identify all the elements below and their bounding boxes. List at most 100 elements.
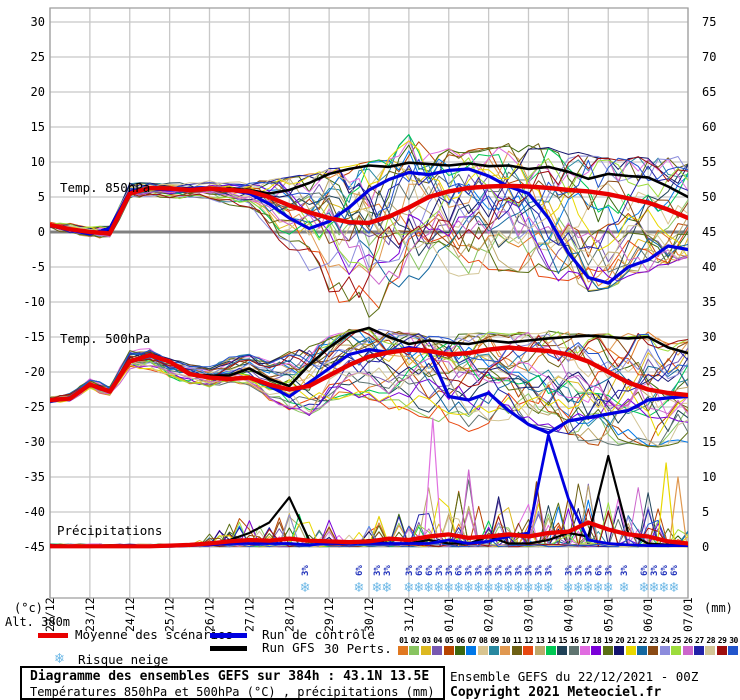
x-tick-label: 24/12 [123,597,137,632]
x-tick-label: 31/12 [402,597,416,632]
pert-number: 09 [490,636,499,645]
pert-color-swatch [728,646,739,655]
diagram-subtitle: Températures 850hPa et 500hPa (°C) , pré… [30,685,435,699]
precip-spike [423,417,443,546]
snowflake-icon: ❄ [404,578,413,596]
y-left-tick-label: -25 [23,400,45,414]
ensemble-member-line [50,147,688,249]
pert-color-swatch [489,646,500,655]
y-right-tick-label: 75 [702,15,716,29]
snow-risk-percent: 6% [425,565,435,576]
x-tick-label: 30/12 [362,597,376,632]
x-tick-label: 04/01 [561,597,575,632]
snow-risk-percent: 3% [604,565,614,576]
pert-color-swatch [568,646,579,655]
pert-slot: 19 [602,636,614,655]
y-right-tick-label: 70 [702,50,716,64]
snowflake-icon: ❄ [454,578,463,596]
pert-color-swatch [671,646,682,655]
snow-risk-percent: 6% [660,565,670,576]
snow-risk-percent: 3% [584,565,594,576]
x-tick-label: 01/01 [442,597,456,632]
snowflake-icon: ❄ [534,578,543,596]
x-tick-label: 23/12 [83,597,97,632]
y-right-tick-label: 15 [702,435,716,449]
pert-slot: 06 [454,636,466,655]
snow-risk-markers: ❄3%❄6%❄3%❄3%❄3%❄6%❄6%❄3%❄3%❄6%❄3%❄3%❄3%❄… [301,565,680,596]
y-left-tick-label: -40 [23,505,45,519]
snow-risk-percent: 3% [465,565,475,576]
y-left-tick-label: 0 [38,225,45,239]
x-tick-label: 07/01 [681,597,695,632]
pert-slot: 15 [557,636,568,655]
snowflake-icon: ❄ [584,578,593,596]
y-left-tick-label: 25 [31,50,45,64]
snow-risk-label: Risque neige [78,652,169,667]
y-right-tick-label: 10 [702,470,716,484]
pert-color-swatch [523,646,534,655]
snow-risk-percent: 3% [495,565,505,576]
y-right-tick-label: 40 [702,260,716,274]
snowflake-icon: ❄ [444,578,453,596]
pert-color-swatch [659,646,670,655]
snow-risk-percent: 6% [455,565,465,576]
pert-color-swatch [682,646,693,655]
y-left-tick-label: 10 [31,155,45,169]
gfs-line-label: Run GFS [262,640,315,655]
pert-slot: 03 [420,636,432,655]
x-tick-label: 03/01 [522,597,536,632]
diagram-title: Diagramme des ensembles GEFS sur 384h : … [30,669,430,684]
perts-count-label: 30 Perts. [324,641,392,656]
ensemble-member-line [50,189,688,285]
pert-color-swatch [614,646,625,655]
pert-number: 26 [683,636,693,645]
snowflake-icon: ❄ [372,578,381,596]
pert-color-swatch [693,646,704,655]
pert-slot: 01 [398,636,409,655]
pert-slot: 07 [466,636,477,655]
ensemble-member-line [50,357,688,432]
pert-number: 25 [672,636,681,645]
panel-label-temp500: Temp. 500hPa [60,331,151,346]
ensemble-member-line [50,332,688,400]
snowflake-icon: ❄ [524,578,533,596]
snowflake-icon: ❄ [650,578,659,596]
mean-line-label: Moyenne des scénarios [75,627,234,642]
snowflake-icon: ❄ [484,578,493,596]
pert-number: 04 [433,636,442,645]
pert-color-swatch [432,646,443,655]
pert-number: 01 [399,636,408,645]
snow-risk-percent: 6% [415,565,425,576]
precip-spike [668,476,688,546]
pert-number: 10 [501,636,511,645]
snowflake-icon: ❄ [640,578,649,596]
pert-number: 18 [592,636,602,645]
snow-risk-percent: 3% [620,565,630,576]
snowflake-icon: ❄ [464,578,473,596]
pert-color-swatch [500,646,511,655]
pert-color-swatch [466,646,477,655]
pert-slot: 24 [659,636,671,655]
pert-color-swatch [511,646,522,655]
snow-risk-percent: 3% [445,565,455,576]
x-tick-label: 06/01 [641,597,655,632]
snowflake-icon: ❄ [494,578,503,596]
ensemble-member-line [50,364,688,432]
pert-number: 02 [410,636,420,645]
pert-slot: 09 [489,636,500,655]
snow-risk-percent: 3% [505,565,515,576]
y-right-tick-label: 0 [702,540,709,554]
left-axis-unit: (°c) [14,601,43,615]
y-right-tick-label: 5 [702,505,709,519]
pert-number: 19 [604,636,613,645]
pert-color-swatch [602,646,613,655]
snow-risk-percent: 3% [405,565,415,576]
ensemble-mean-line [50,520,688,549]
run-info-label: Ensemble GEFS du 22/12/2021 - 00Z [450,669,699,684]
pert-number: 22 [638,636,647,645]
snow-risk-percent: 6% [670,565,680,576]
pert-color-swatch [477,646,488,655]
altitude-label: Alt. 380m [5,615,71,629]
